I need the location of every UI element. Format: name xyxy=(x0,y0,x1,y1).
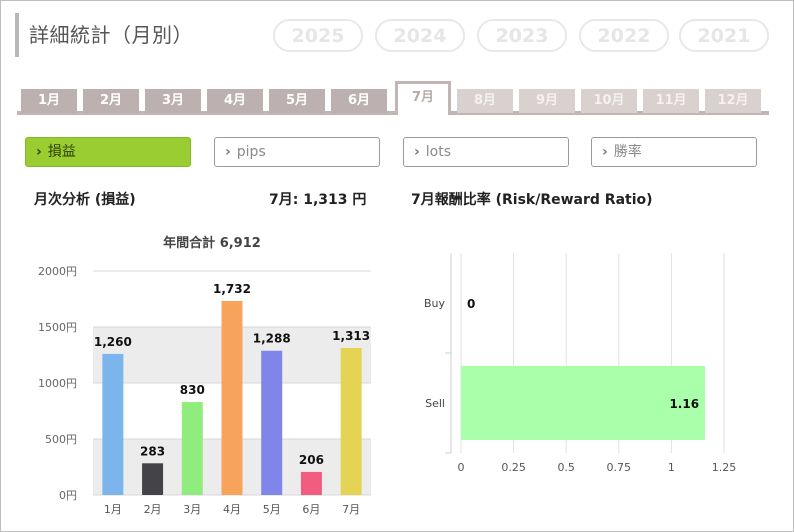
month-selector: 1月 2月 3月 4月 5月 6月 7月 8月 9月 10月 11月 12月 xyxy=(17,81,769,115)
bar-value-label: 1,288 xyxy=(253,332,291,346)
x-tick-label: 0.25 xyxy=(501,461,526,474)
month-tab-3[interactable]: 3月 xyxy=(145,89,201,113)
year-tab-2025[interactable]: 2025 xyxy=(273,19,363,52)
bar xyxy=(261,350,283,495)
bar-value-label: 1,313 xyxy=(332,329,370,343)
month-tab-6[interactable]: 6月 xyxy=(331,89,387,113)
month-tab-1[interactable]: 1月 xyxy=(21,89,77,113)
x-tick-label: 0.5 xyxy=(557,461,575,474)
bar-value-label: 206 xyxy=(299,453,324,467)
x-tick-label: 7月 xyxy=(342,503,360,516)
bar-value-label: 830 xyxy=(180,383,205,397)
month-tab-9: 9月 xyxy=(519,89,575,113)
chevron-right-icon: › xyxy=(414,144,420,160)
month-tab-8: 8月 xyxy=(457,89,513,113)
month-tab-5[interactable]: 5月 xyxy=(269,89,325,113)
month-tab-12: 12月 xyxy=(705,89,761,113)
x-tick-label: 1 xyxy=(668,461,675,474)
year-tab-2024[interactable]: 2024 xyxy=(375,19,465,52)
x-tick-label: 2月 xyxy=(144,503,162,516)
x-tick-label: 6月 xyxy=(302,503,320,516)
rr-ratio-heading: 7月報酬比率 (Risk/Reward Ratio) xyxy=(411,192,653,208)
chart-title: 年間合計 6,912 xyxy=(163,235,261,251)
metric-label: pips xyxy=(236,144,266,160)
x-tick-label: 5月 xyxy=(263,503,281,516)
month-tab-4[interactable]: 4月 xyxy=(207,89,263,113)
chevron-right-icon: › xyxy=(36,144,42,160)
metric-pips-button[interactable]: › pips xyxy=(214,137,380,167)
bar xyxy=(221,301,243,495)
y-tick-label: Sell xyxy=(425,397,445,410)
metric-label: 勝率 xyxy=(613,144,642,160)
bar-value-label: 1,732 xyxy=(213,282,251,296)
year-tab-2021[interactable]: 2021 xyxy=(679,19,769,52)
bar-value-label: 0 xyxy=(467,297,475,311)
bar xyxy=(102,353,124,495)
month-tab-baseline xyxy=(17,111,769,115)
y-tick-label: 500円 xyxy=(45,433,77,446)
bar xyxy=(340,347,362,495)
rr-ratio-chart: 0 0.25 0.5 0.75 1 1.25 Buy 0 Sell 1.16 xyxy=(424,253,737,474)
page-title: 詳細統計（月別） xyxy=(15,13,193,57)
bar xyxy=(142,463,164,495)
month-tab-7[interactable]: 7月 xyxy=(395,81,451,115)
metric-profit-button[interactable]: › 損益 xyxy=(25,137,191,167)
bar xyxy=(461,366,706,440)
metric-winrate-button[interactable]: › 勝率 xyxy=(591,137,757,167)
y-tick-label: 1000円 xyxy=(38,377,77,390)
x-tick-label: 0 xyxy=(458,461,465,474)
current-month-total: 7月: 1,313 円 xyxy=(269,192,367,208)
month-tab-11: 11月 xyxy=(643,89,699,113)
bar xyxy=(181,402,203,495)
month-tab-10: 10月 xyxy=(581,89,637,113)
month-tab-2[interactable]: 2月 xyxy=(83,89,139,113)
metric-lots-button[interactable]: › lots xyxy=(403,137,569,167)
bar-value-label: 1,260 xyxy=(94,335,132,349)
year-tab-2022[interactable]: 2022 xyxy=(579,19,669,52)
x-tick-label: 1.25 xyxy=(712,461,737,474)
monthly-analysis-heading: 月次分析 (損益) xyxy=(34,192,136,208)
chevron-right-icon: › xyxy=(225,144,231,160)
y-tick-label: 1500円 xyxy=(38,321,77,334)
bar xyxy=(300,471,322,495)
chevron-right-icon: › xyxy=(602,144,608,160)
metric-label: 損益 xyxy=(47,144,76,160)
x-tick-label: 1月 xyxy=(104,503,122,516)
y-tick-label: 2000円 xyxy=(38,265,77,278)
x-tick-label: 0.75 xyxy=(607,461,632,474)
y-tick-label: 0円 xyxy=(59,489,77,502)
x-tick-label: 3月 xyxy=(183,503,201,516)
year-tab-2023[interactable]: 2023 xyxy=(477,19,567,52)
x-tick-label: 4月 xyxy=(223,503,241,516)
metric-label: lots xyxy=(425,144,452,160)
y-tick-label: Buy xyxy=(424,297,446,310)
bar-value-label: 1.16 xyxy=(669,397,699,411)
bar-value-label: 283 xyxy=(140,444,165,458)
monthly-profit-chart: 0円 500円 1000円 1500円 2000円 1,260 1月 283 2月 830 3月 1,… xyxy=(38,235,371,516)
